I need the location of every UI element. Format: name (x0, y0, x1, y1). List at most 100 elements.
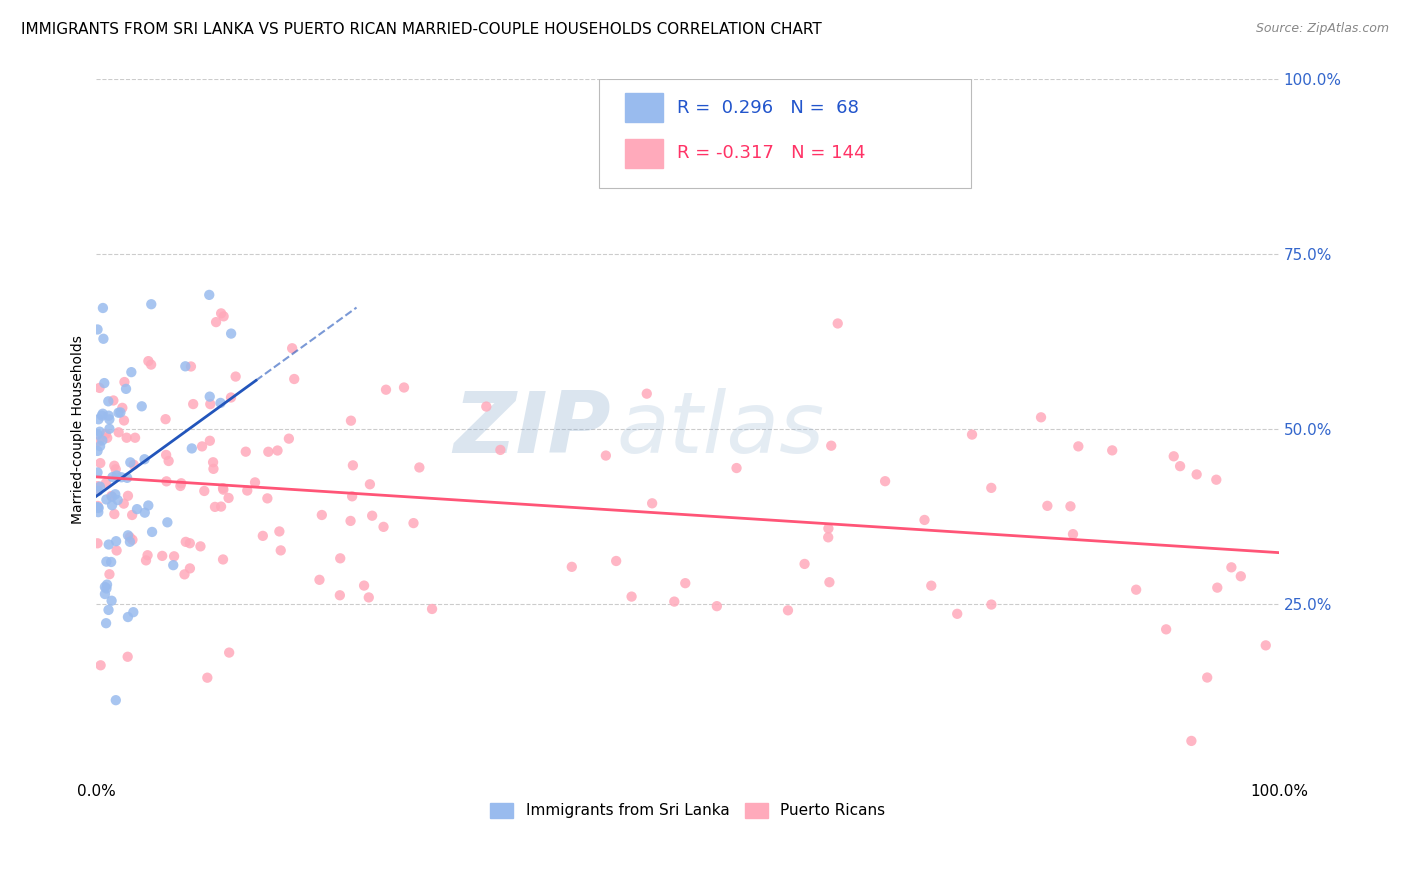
Point (86, 483, 108, 498)
Point (202, 455, 225, 469)
Point (104, 487, 127, 501)
Point (375, 383, 398, 397)
Point (212, 483, 235, 497)
Point (225, 369, 247, 384)
Point (218, 646, 240, 660)
Point (97, 394, 120, 409)
Point (191, 439, 214, 453)
Point (124, 431, 146, 445)
Point (98, 567, 121, 582)
Point (121, 533, 143, 547)
Point (340, 489, 363, 503)
Point (117, 649, 139, 664)
Point (875, 474, 897, 488)
Point (135, 553, 157, 567)
Point (120, 365, 142, 379)
Text: IMMIGRANTS FROM SRI LANKA VS PUERTO RICAN MARRIED-COUPLE HOUSEHOLDS CORRELATION : IMMIGRANTS FROM SRI LANKA VS PUERTO RICA… (21, 22, 823, 37)
Point (256, 491, 278, 506)
Point (118, 534, 141, 549)
Point (281, 341, 304, 355)
Point (489, 442, 512, 457)
Point (420, 602, 443, 616)
Point (157, 454, 180, 468)
Point (150, 549, 173, 563)
Point (1101, 443, 1123, 458)
Point (725, 461, 748, 475)
Point (86, 444, 108, 458)
Point (960, 427, 983, 442)
Point (155, 475, 177, 489)
Point (357, 591, 380, 605)
Point (202, 462, 225, 476)
Point (101, 490, 124, 504)
Point (97, 537, 120, 551)
Point (277, 432, 299, 446)
Point (94, 426, 117, 441)
Point (1168, 459, 1191, 474)
Point (914, 513, 936, 527)
Point (198, 434, 221, 448)
Point (329, 588, 352, 602)
Point (180, 359, 202, 374)
Point (117, 489, 139, 503)
Point (475, 400, 498, 414)
Point (205, 315, 228, 329)
Point (91, 434, 114, 448)
Point (100, 593, 122, 607)
Point (97, 409, 120, 423)
Point (980, 598, 1002, 612)
Point (94, 587, 117, 601)
Point (86, 466, 108, 480)
Text: R = -0.317   N = 144: R = -0.317 N = 144 (678, 145, 866, 162)
Point (136, 499, 159, 513)
Point (212, 481, 235, 495)
Point (181, 397, 204, 411)
Point (114, 375, 136, 389)
Point (776, 603, 799, 617)
Point (793, 557, 815, 571)
Point (1067, 439, 1090, 453)
Point (243, 475, 266, 490)
Point (122, 605, 145, 619)
Point (1230, 569, 1253, 583)
Point (595, 449, 617, 463)
Text: R =  0.296   N =  68: R = 0.296 N = 68 (678, 99, 859, 117)
Point (706, 599, 728, 614)
Point (817, 521, 839, 535)
Point (163, 549, 186, 564)
Point (155, 448, 177, 462)
Point (190, 540, 212, 554)
Point (134, 506, 156, 520)
Point (673, 576, 696, 591)
Point (87, 412, 110, 426)
Point (200, 397, 222, 411)
Point (125, 502, 148, 516)
Point (392, 380, 415, 394)
Point (162, 558, 184, 573)
Point (90, 658, 112, 673)
Point (1185, 467, 1208, 482)
Point (94, 580, 117, 594)
Point (1154, 623, 1177, 637)
Point (86, 427, 108, 442)
Point (115, 471, 138, 485)
Point (179, 561, 201, 575)
Point (359, 477, 381, 491)
Point (257, 444, 280, 458)
Point (1036, 499, 1059, 513)
Point (93, 376, 115, 390)
Point (209, 500, 232, 514)
Point (1125, 582, 1147, 597)
Point (94, 616, 117, 631)
Point (86, 500, 108, 515)
Point (96, 555, 118, 569)
Point (269, 524, 291, 539)
Point (235, 444, 257, 458)
Point (103, 393, 125, 408)
Point (86, 482, 108, 496)
Point (209, 396, 232, 410)
FancyBboxPatch shape (624, 93, 662, 122)
Point (204, 500, 226, 514)
Point (104, 462, 127, 476)
Point (101, 498, 124, 512)
